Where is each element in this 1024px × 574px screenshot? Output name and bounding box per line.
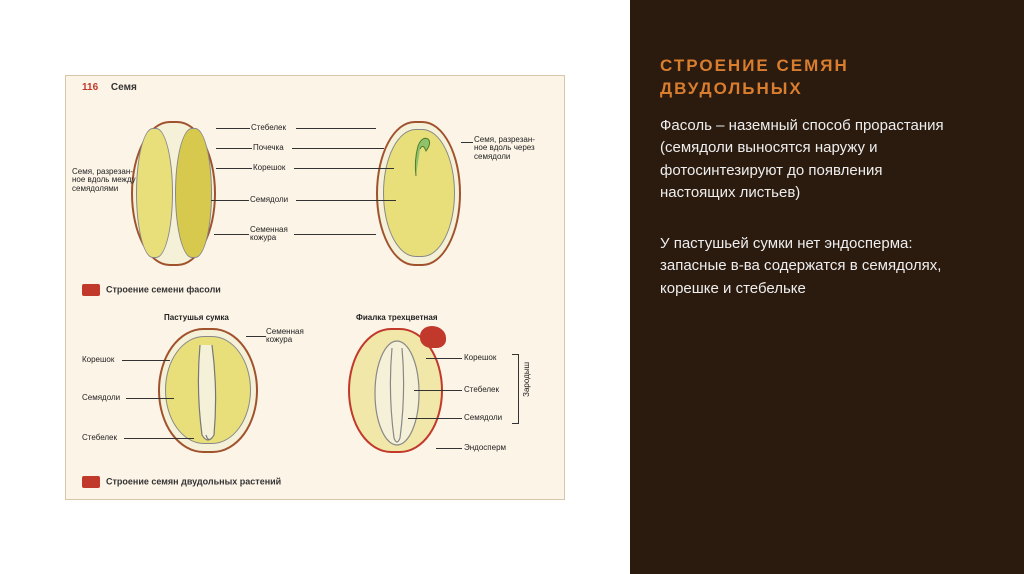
label-v-koreshok: Корешок — [464, 354, 496, 363]
caption-badge-icon — [82, 284, 100, 296]
page-header-title: Семя — [111, 82, 137, 93]
embryo-icon — [408, 131, 438, 181]
caption-dicot: Строение семян двудольных растений — [82, 476, 281, 488]
label-semyadoli-top: Семядоли — [250, 196, 288, 205]
label-sh-semyadoli: Семядоли — [82, 394, 120, 403]
slide-body: Фасоль – наземный способ прорастания (се… — [660, 115, 960, 301]
paragraph-1: Фасоль – наземный способ прорастания (се… — [660, 115, 960, 205]
violet-title: Фиалка трехцветная — [356, 314, 438, 323]
label-kozhura-top: Семенная кожура — [250, 226, 288, 244]
bracket-icon — [512, 354, 519, 424]
shepherd-seed — [158, 328, 258, 453]
caption-badge-icon — [82, 476, 100, 488]
bracket-label: Зародыш — [522, 362, 531, 397]
paragraph-2: У пастушьей сумки нет эндосперма: запасн… — [660, 233, 960, 301]
seed-diagram-figure: 116 Семя Стебелек Почечка Коре — [65, 75, 565, 500]
label-v-stebelek: Стебелек — [464, 386, 499, 395]
label-sh-kozhura: Семенная кожура — [266, 328, 304, 346]
shepherd-title: Пастушья сумка — [164, 314, 229, 323]
page-number: 116 — [82, 82, 98, 93]
violet-embryo-icon — [372, 338, 422, 448]
caption-bean: Строение семени фасоли — [82, 284, 221, 296]
label-pochechka: Почечка — [253, 144, 284, 153]
slide-title: СТРОЕНИЕ СЕМЯН ДВУДОЛЬНЫХ — [660, 55, 960, 101]
label-v-semyadoli: Семядоли — [464, 414, 502, 423]
label-v-endosperm: Эндосперм — [464, 444, 506, 453]
slide-text-panel: СТРОЕНИЕ СЕМЯН ДВУДОЛЬНЫХ Фасоль – назем… — [660, 55, 960, 328]
label-left-seed-desc: Семя, разрезан- ное вдоль между семядоля… — [72, 168, 136, 194]
figure-page-header: 116 Семя — [82, 82, 137, 93]
label-koreshok-top: Корешок — [253, 164, 285, 173]
label-right-seed-desc: Семя, разрезан- ное вдоль через семядоли — [474, 136, 535, 162]
shepherd-embryo-icon — [188, 340, 233, 448]
label-sh-koreshok: Корешок — [82, 356, 114, 365]
label-sh-stebelek: Стебелек — [82, 434, 117, 443]
slide-image-panel: 116 Семя Стебелек Почечка Коре — [0, 0, 630, 574]
label-stebelek-top: Стебелек — [251, 124, 286, 133]
